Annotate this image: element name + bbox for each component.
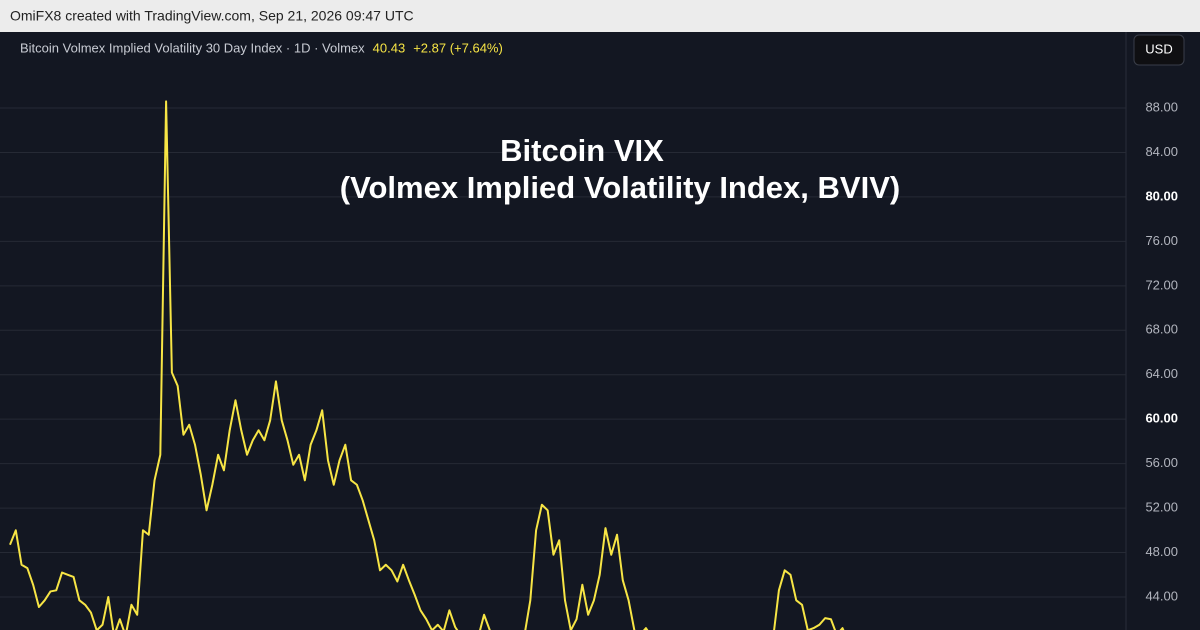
chart-subtitle: (Volmex Implied Volatility Index, BVIV) — [340, 170, 900, 205]
y-tick-label: 68.00 — [1145, 322, 1178, 337]
y-tick-label: 72.00 — [1145, 277, 1178, 292]
plot — [9, 100, 845, 630]
y-tick-label: 56.00 — [1145, 455, 1178, 470]
symbol: Bitcoin Volmex Implied Volatility 30 Day… — [20, 40, 365, 55]
currency-button[interactable] — [1133, 34, 1185, 66]
y-tick-label: 84.00 — [1145, 144, 1178, 159]
y-tick-label: 80.00 — [1145, 188, 1178, 203]
chart-panel — [0, 32, 1200, 630]
top-bar — [0, 0, 1200, 32]
y-tick-label: 76.00 — [1145, 233, 1178, 248]
y-tick-label: 60.00 — [1145, 411, 1178, 426]
price: 40.43 — [373, 40, 406, 55]
y-tick-label: 48.00 — [1145, 544, 1178, 559]
y-tick-label: 52.00 — [1145, 500, 1178, 515]
change: +2.87 (+7.64%) — [413, 40, 503, 55]
y-tick-label: 64.00 — [1145, 366, 1178, 381]
y-tick-label: 88.00 — [1145, 99, 1178, 114]
y-tick-label: 44.00 — [1145, 588, 1178, 603]
chart-title: Bitcoin VIX — [500, 133, 664, 168]
series-line — [9, 100, 845, 630]
currency-label[interactable]: USD — [1145, 41, 1172, 56]
attribution: OmiFX8 created with TradingView.com, Sep… — [10, 8, 414, 24]
